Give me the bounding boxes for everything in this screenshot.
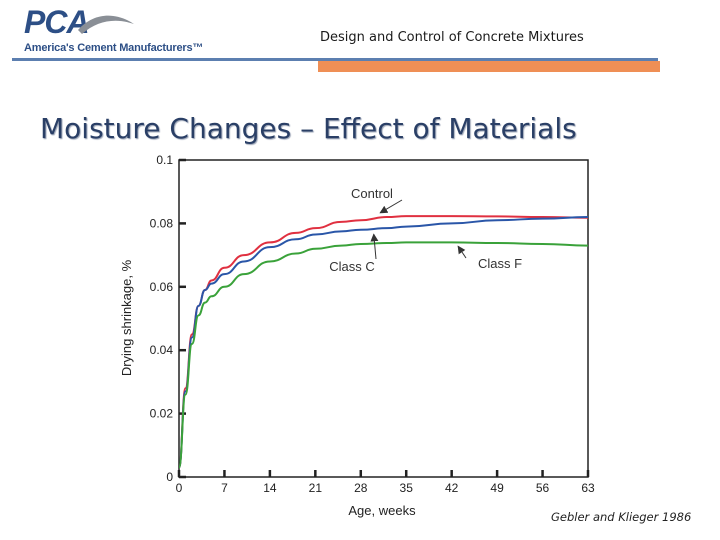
y-tick-label: 0.02	[150, 407, 174, 421]
series-annotations: Control Class C Class F	[329, 186, 522, 274]
logo-swoosh-icon	[78, 15, 134, 34]
y-tick-label: 0.06	[150, 280, 174, 294]
y-tick-label: 0.1	[156, 153, 173, 167]
plot-frame	[178, 159, 589, 478]
header-rule-orange	[318, 61, 660, 72]
y-axis-title: Drying shrinkage, %	[119, 259, 134, 376]
x-tick-label: 49	[490, 481, 504, 495]
annotation-arrow	[379, 199, 403, 214]
annotation-arrow	[370, 233, 379, 260]
series-line-control	[178, 215, 589, 469]
x-tick-label: 21	[309, 481, 323, 495]
x-tick-label: 63	[581, 481, 595, 495]
citation: Gebler and Klieger 1986	[551, 510, 692, 524]
x-tick-label: 14	[263, 481, 277, 495]
x-tick-label: 35	[400, 481, 414, 495]
series-line-class-f	[178, 241, 589, 469]
x-tick-label: 7	[221, 481, 228, 495]
logo-tagline: America's Cement Manufacturers™	[24, 42, 204, 54]
y-tick-label: 0.04	[150, 343, 174, 357]
x-axis-title: Age, weeks	[348, 503, 416, 518]
y-tick-label: 0.08	[150, 216, 174, 230]
logo-wordmark: PCA	[24, 4, 90, 40]
x-tick-label: 0	[176, 481, 183, 495]
plot-area	[178, 159, 589, 478]
annotation-class-f: Class F	[478, 256, 522, 271]
x-tick-label: 28	[354, 481, 368, 495]
slide-title: Moisture Changes – Effect of Materials	[40, 112, 577, 145]
series-line-class-c	[178, 216, 589, 469]
y-tick-label: 0	[166, 470, 173, 484]
x-tick-label: 56	[536, 481, 550, 495]
series-lines	[178, 215, 589, 469]
presentation-title: Design and Control of Concrete Mixtures	[320, 30, 584, 45]
header-rule-blue	[12, 58, 658, 61]
axis-ticks: 0 7 14 21 28 35 42 49 56 63 0 0.02 0.04 0.06 0.08 0.1	[150, 153, 595, 495]
annotation-class-c: Class C	[329, 259, 375, 274]
pca-logo: PCA America's Cement Manufacturers™	[24, 4, 203, 58]
x-tick-label: 42	[445, 481, 459, 495]
annotation-control: Control	[351, 186, 393, 201]
annotation-arrow	[457, 245, 467, 259]
